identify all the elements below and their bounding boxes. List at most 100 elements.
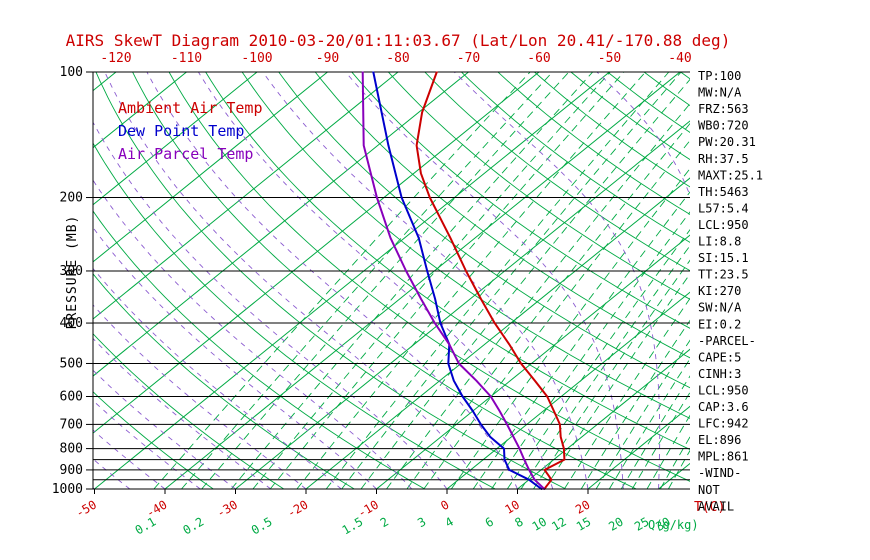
bottom-temp-tick-label: 20 (573, 497, 593, 516)
stat-line: EI:0.2 (698, 317, 741, 331)
pressure-tick-label: 100 (60, 65, 83, 80)
dry-adiabat-line (132, 71, 637, 490)
stat-line: PW:20.31 (698, 135, 756, 149)
isotherm-line (93, 71, 329, 263)
moist-adiabat-line (93, 226, 377, 490)
stat-line: EL:896 (698, 433, 741, 447)
mixing-ratio-line (450, 167, 690, 490)
stat-line: MAXT:25.1 (698, 168, 763, 182)
dry-adiabat-line (278, 71, 690, 389)
isotherm-line (587, 405, 690, 490)
stat-line: MW:N/A (698, 86, 742, 100)
stat-line: -PARCEL- (698, 334, 756, 348)
mixing-ratio-line (659, 435, 690, 490)
stat-line: WB0:720 (698, 119, 749, 133)
x-axis-temp-unit-label: T(C) (694, 500, 725, 515)
isotherm-line (729, 68, 870, 489)
sounding-curves (361, 71, 566, 490)
pressure-tick-label: 900 (60, 463, 83, 478)
legend-air-parcel-temp: Air Parcel Temp (118, 145, 253, 163)
stat-line: CAPE:5 (698, 350, 741, 364)
moist-adiabat-line (344, 71, 624, 490)
isotherm-line (658, 462, 690, 490)
pressure-tick-label: 600 (60, 389, 83, 404)
mixing-ratio-line (269, 71, 625, 490)
mixing-ratio-label: 10 (530, 514, 550, 533)
isotherm-line (0, 68, 50, 489)
dry-adiabat-line (93, 273, 355, 490)
isotherm-line (446, 291, 690, 490)
moist-adiabat-line (453, 71, 661, 490)
mixing-ratio-line (544, 273, 690, 490)
dry-adiabat-line (168, 71, 690, 482)
temperature-curve (415, 71, 566, 490)
bottom-temp-tick-label: -20 (285, 497, 311, 520)
top-temp-tick-label: -40 (668, 51, 691, 66)
mixing-ratio-label: 0.2 (180, 514, 206, 537)
dewpoint-curve (372, 71, 543, 490)
mixing-ratio-label: 15 (574, 514, 594, 533)
top-temp-tick-label: -120 (100, 51, 131, 66)
stat-line: SW:N/A (698, 301, 742, 315)
chart-title: AIRS SkewT Diagram 2010-03-20/01:11:03.6… (66, 31, 731, 50)
mixing-ratio-line (423, 139, 690, 490)
moist-adiabat-line (595, 71, 690, 197)
bottom-temp-tick-label: 0 (438, 497, 451, 513)
stat-line: CINH:3 (698, 367, 741, 381)
stat-line: KI:270 (698, 284, 741, 298)
bottom-temp-tick-label: -50 (73, 497, 99, 520)
stat-line: SI:15.1 (698, 251, 749, 265)
stat-line: L57:5.4 (698, 201, 749, 215)
stat-line: FRZ:563 (698, 102, 749, 116)
mixing-ratio-line (406, 122, 690, 490)
mixing-ratio-label: 25 (632, 514, 652, 533)
isotherm-line (93, 71, 541, 434)
top-temp-tick-label: -50 (598, 51, 621, 66)
dry-adiabat-line (424, 71, 690, 272)
mixing-ratio-label: 12 (549, 514, 569, 533)
mixing-ratio-line (153, 71, 531, 490)
mixing-ratio-line (563, 297, 690, 490)
stat-line: NOT (698, 483, 720, 497)
mixing-ratio-label: 4 (443, 514, 456, 530)
mixing-ratio-label: 30 (653, 514, 673, 533)
mixing-ratio-line (341, 71, 682, 490)
pressure-tick-label: 1000 (52, 482, 83, 497)
stat-line: LCL:950 (698, 218, 749, 232)
stat-line: TH:5463 (698, 185, 749, 199)
legend: Ambient Air Temp Dew Point Temp Air Parc… (118, 99, 263, 163)
stat-line: MPL:861 (698, 450, 749, 464)
isotherm-line (93, 71, 188, 149)
bottom-temp-tick-label: 10 (502, 497, 522, 516)
top-temp-tick-label: -80 (386, 51, 409, 66)
pressure-tick-label: 700 (60, 417, 83, 432)
moist-adiabat-line (197, 71, 554, 490)
top-temp-tick-label: -60 (527, 51, 550, 66)
dry-adiabat-line (497, 71, 690, 215)
mixing-ratio-line (181, 71, 553, 490)
dry-adiabat-line (93, 142, 496, 490)
mixing-ratio-line (506, 229, 690, 490)
mixing-ratio-label: 3 (415, 514, 428, 530)
dry-adiabat-line (93, 210, 426, 490)
isotherm-line (517, 348, 690, 490)
dry-adiabat-line (205, 71, 690, 451)
pressure-tick-label: 300 (60, 264, 83, 279)
y-axis-label: PRESSURE (MB) (65, 215, 80, 330)
top-temp-tick-label: -90 (316, 51, 339, 66)
stats-panel: TP:100 MW:N/A FRZ:563 WB0:720 PW:20.31 RH:37.… (698, 69, 763, 513)
moist-adiabat-line (104, 71, 483, 490)
isotherm-line (93, 71, 259, 206)
stat-line: LCL:950 (698, 383, 749, 397)
mixing-ratio-line (296, 71, 646, 490)
mixing-ratio-line (386, 103, 690, 490)
x-axis-mixing-unit-label: Q(g/kg) (648, 518, 699, 532)
dry-adiabat-line (95, 71, 567, 490)
dry-adiabat-line (388, 71, 690, 300)
stat-line: RH:37.5 (698, 152, 749, 166)
dry-adiabat-line (643, 71, 690, 107)
mixing-ratio-line (252, 71, 611, 490)
mixing-ratio-line (325, 71, 670, 490)
isotherm-line (164, 71, 682, 490)
